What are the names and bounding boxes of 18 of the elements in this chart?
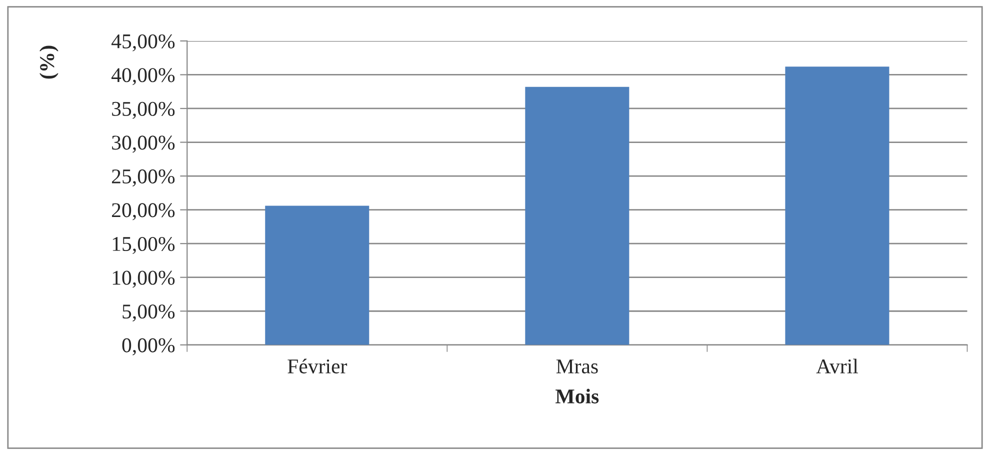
y-axis-title: (%) (39, 46, 58, 79)
x-axis-title: Mois (556, 388, 599, 404)
y-tick-label: 10,00% (112, 270, 175, 288)
y-tick-label: 45,00% (111, 34, 175, 52)
y-tick-label: 25,00% (112, 169, 175, 186)
y-tick-label: 5,00% (122, 304, 175, 322)
x-tick-label: Mras (556, 360, 598, 374)
y-tick-label: 15,00% (112, 236, 175, 254)
bar (785, 66, 890, 345)
y-tick-label: 0,00% (122, 338, 175, 356)
y-tick-label: 30,00% (112, 136, 175, 153)
bar (265, 206, 370, 345)
y-tick-label: 40,00% (111, 68, 175, 86)
y-tick-label: 35,00% (112, 102, 175, 119)
y-tick-label: 20,00% (112, 203, 175, 220)
x-tick-label: Février (288, 358, 348, 374)
x-tick-label: Avril (816, 358, 858, 374)
bar (525, 86, 630, 345)
